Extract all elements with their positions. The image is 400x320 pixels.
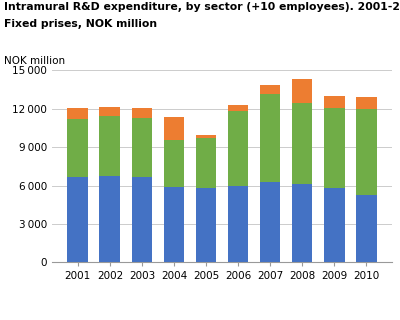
- Bar: [356, 195, 376, 262]
- Bar: [292, 79, 312, 103]
- Bar: [68, 119, 88, 177]
- Text: NOK million: NOK million: [4, 56, 65, 66]
- Bar: [260, 182, 280, 262]
- Bar: [228, 111, 248, 186]
- Bar: [356, 97, 376, 109]
- Bar: [164, 187, 184, 262]
- Text: Intramural R&D expenditure, by sector (+10 employees). 2001-2010.: Intramural R&D expenditure, by sector (+…: [4, 2, 400, 12]
- Bar: [164, 117, 184, 140]
- Bar: [324, 108, 344, 188]
- Bar: [68, 108, 88, 119]
- Bar: [100, 107, 120, 116]
- Bar: [196, 138, 216, 188]
- Bar: [132, 177, 152, 262]
- Bar: [132, 108, 152, 118]
- Bar: [292, 184, 312, 262]
- Bar: [132, 118, 152, 177]
- Bar: [228, 105, 248, 111]
- Bar: [356, 109, 376, 195]
- Bar: [164, 140, 184, 187]
- Bar: [228, 186, 248, 262]
- Bar: [196, 188, 216, 262]
- Bar: [260, 85, 280, 94]
- Bar: [100, 116, 120, 176]
- Bar: [100, 176, 120, 262]
- Text: Fixed prises, NOK million: Fixed prises, NOK million: [4, 19, 157, 29]
- Bar: [68, 177, 88, 262]
- Bar: [260, 94, 280, 182]
- Bar: [324, 188, 344, 262]
- Bar: [292, 103, 312, 184]
- Bar: [196, 135, 216, 138]
- Bar: [324, 96, 344, 108]
